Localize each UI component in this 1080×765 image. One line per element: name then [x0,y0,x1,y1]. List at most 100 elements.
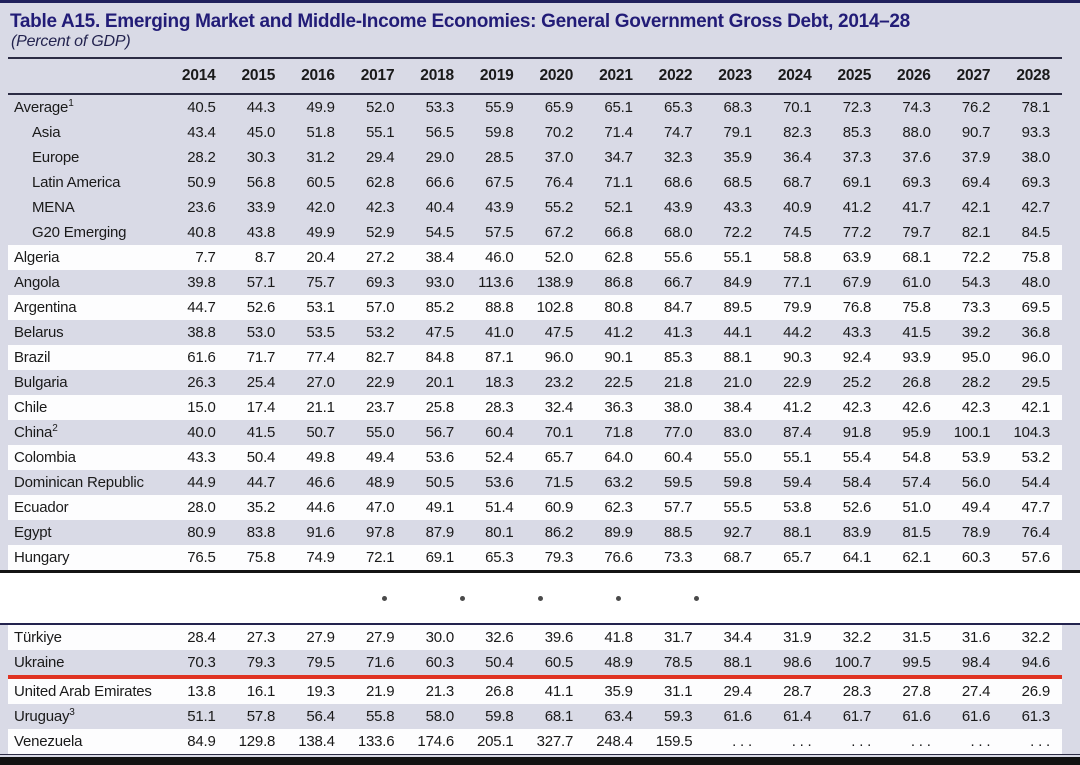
value-cell: 7.7 [195,249,216,266]
value-cell: 76.5 [187,549,216,566]
value-cell: 42.0 [306,199,335,216]
value-cell: 40.4 [425,199,455,216]
value-cell: 100.1 [953,424,991,441]
year-header-row: 2014 2015 2016 2017 2018 2019 2020 2021 2022 2023… [8,59,1062,95]
row-label: Venezuela [14,733,83,750]
value-cell: 53.0 [246,324,276,341]
value-cell: 41.7 [902,199,931,216]
value-cell: 39.8 [187,274,216,291]
row-label: Belarus [14,324,64,341]
value-cell: 42.1 [961,199,991,216]
value-cell: 71.4 [604,124,633,141]
value-cell: 72.2 [961,249,991,266]
table-row: Chile 15.0 17.4 21.1 23.7 25.8 28.3 32.4 36.3 38.… [8,395,1062,420]
value-cell: 27.3 [246,629,276,646]
value-cell: 76.6 [604,549,633,566]
row-label: Ecuador [14,499,69,516]
value-cell: 102.8 [536,299,574,316]
value-cell: 38.4 [723,399,753,416]
value-cell: 68.1 [544,708,574,725]
table-row: Average1 40.5 44.3 49.9 52.0 53.3 55.9 65.9 65.1… [8,94,1062,120]
value-cell: 68.7 [723,549,753,566]
value-cell: 51.8 [306,124,335,141]
value-cell: 50.7 [306,424,335,441]
value-cell: 36.3 [604,399,633,416]
table-row: China2 40.0 41.5 50.7 55.0 56.7 60.4 70.1 71.8 77… [8,420,1062,445]
value-cell: 16.1 [246,683,276,700]
value-cell: 43.4 [187,124,216,141]
value-cell: 55.2 [544,199,574,216]
value-cell: 90.7 [961,124,991,141]
value-cell: 50.9 [187,174,216,191]
value-cell: 138.9 [536,274,574,291]
value-cell: 92.4 [842,349,872,366]
value-cell: 76.8 [842,299,872,316]
value-cell: 31.6 [961,629,991,646]
value-cell: 49.1 [425,499,455,516]
value-cell: 43.9 [663,199,693,216]
value-cell: 74.9 [306,549,335,566]
value-cell: 36.8 [1021,324,1051,341]
value-cell: 39.6 [544,629,574,646]
value-cell: 205.1 [477,733,514,750]
year-column-header: 2015 [227,59,288,95]
row-label: Bulgaria [14,374,68,391]
value-cell: 42.3 [365,199,395,216]
value-cell: 91.8 [842,424,872,441]
table-row: Venezuela 84.9 129.8 138.4 133.6 174.6 205.1 32… [8,729,1062,754]
value-cell: 129.8 [238,733,276,750]
value-cell: 26.3 [187,374,216,391]
value-cell: 57.6 [1021,549,1051,566]
value-cell: 69.3 [902,174,931,191]
value-cell: 48.0 [1021,274,1051,291]
value-cell: 34.4 [723,629,753,646]
value-cell: 68.3 [723,99,753,116]
value-cell: 96.0 [544,349,574,366]
value-cell: 74.5 [783,224,812,241]
value-cell: 53.8 [783,499,812,516]
value-cell: 133.6 [357,733,395,750]
value-cell: 68.0 [663,224,693,241]
value-cell: 27.0 [306,374,335,391]
value-cell: 21.9 [365,683,395,700]
value-cell: 104.3 [1013,424,1050,441]
value-cell: 69.3 [365,274,395,291]
value-cell: 78.9 [961,524,991,541]
value-cell: 88.1 [704,650,764,679]
table-row: Türkiye 28.4 27.3 27.9 27.9 30.0 32.6 39.6 41.8 3… [8,625,1062,650]
value-cell: 54.8 [902,449,931,466]
value-cell: 83.0 [723,424,753,441]
page-title: Table A15. Emerging Market and Middle-In… [10,11,910,32]
value-cell: 32.3 [663,149,693,166]
value-cell: 65.1 [604,99,633,116]
value-cell: 46.6 [306,474,335,491]
value-cell: 41.5 [246,424,276,441]
value-cell: 30.0 [425,629,455,646]
value-cell: 20.1 [425,374,455,391]
value-cell: 78.1 [1021,99,1051,116]
value-cell: 138.4 [298,733,335,750]
value-cell: 327.7 [536,733,574,750]
value-cell: 52.1 [604,199,633,216]
value-cell: 35.2 [246,499,276,516]
value-cell: 74.3 [902,99,931,116]
value-cell: 52.6 [246,299,276,316]
value-cell: . . . [851,733,872,750]
value-cell: 71.8 [604,424,633,441]
value-cell: 29.5 [1021,374,1051,391]
value-cell: 23.7 [365,399,395,416]
value-cell: 60.4 [485,424,514,441]
table-row: MENA 23.6 33.9 42.0 42.3 40.4 43.9 55.2 52.1 43.9… [8,195,1062,220]
value-cell: 19.3 [306,683,335,700]
value-cell: 56.4 [306,708,335,725]
value-cell: 39.2 [961,324,991,341]
value-cell: 73.3 [663,549,693,566]
value-cell: 25.2 [842,374,872,391]
value-cell: 74.7 [663,124,693,141]
value-cell: 49.9 [306,99,335,116]
value-cell: 58.0 [425,708,455,725]
value-cell: 32.2 [842,629,872,646]
value-cell: 84.8 [425,349,455,366]
value-cell: 40.8 [187,224,216,241]
table-row-highlighted: Ukraine 70.3 79.3 79.5 71.6 60.3 50.4 60.5 48.9 7… [8,650,1062,679]
